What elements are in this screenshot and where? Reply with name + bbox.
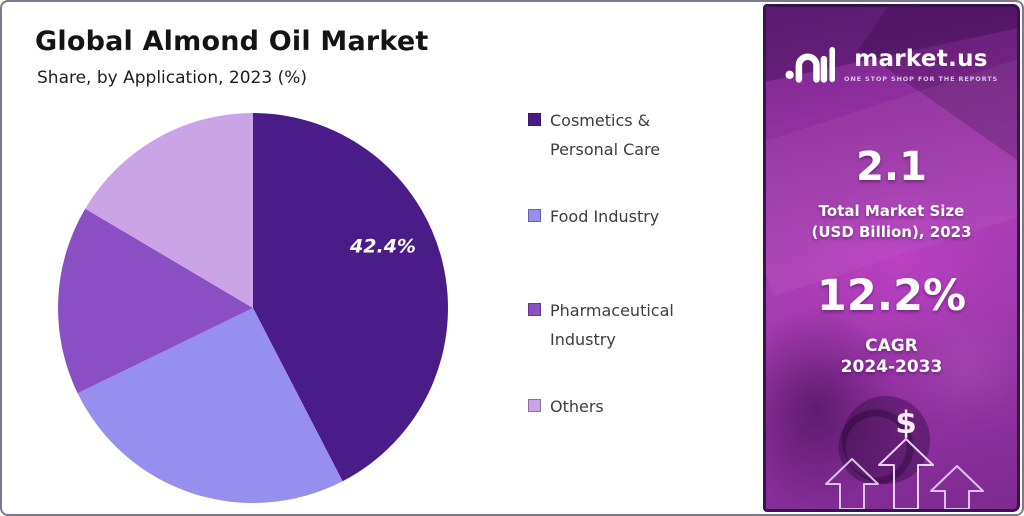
pie-slice-2[interactable]: [58, 208, 253, 394]
brand-tagline: ONE STOP SHOP FOR THE REPORTS: [843, 75, 999, 83]
cagr-period: 2024-2033: [840, 357, 943, 378]
marketus-logo-icon: [785, 47, 835, 83]
pie-slice-3[interactable]: [85, 113, 253, 308]
legend: Cosmetics & Personal Care Food Industry …: [528, 107, 708, 437]
legend-item-food[interactable]: Food Industry: [528, 203, 690, 232]
chart-subtitle: Share, by Application, 2023 (%): [37, 68, 307, 88]
market-size-label-line1: Total Market Size: [818, 202, 965, 220]
growth-arrows-icon: $: [825, 396, 984, 509]
pie-slice-0[interactable]: [253, 113, 449, 482]
legend-swatch-food: [528, 209, 541, 222]
legend-swatch-cosmetics: [528, 113, 541, 126]
legend-label: Cosmetics & Personal Care: [550, 111, 661, 159]
pie-slice-label: 42.4%: [349, 236, 416, 258]
cagr-value: 12.2%: [816, 271, 967, 321]
brand-name: market.us: [854, 46, 988, 72]
legend-swatch-pharma: [528, 303, 541, 316]
market-size-value: 2.1: [856, 144, 927, 190]
legend-label: Pharmaceutical Industry: [550, 301, 674, 349]
brand-sidebar: market.us ONE STOP SHOP FOR THE REPORTS …: [763, 4, 1020, 512]
legend-label: Food Industry: [550, 207, 660, 226]
pie-slice-1[interactable]: [77, 308, 343, 504]
cagr-label-line1: CAGR: [865, 336, 918, 356]
market-size-label-line2: (USD Billion), 2023: [811, 223, 972, 241]
legend-item-cosmetics[interactable]: Cosmetics & Personal Care: [528, 107, 690, 165]
brand-logo[interactable]: market.us ONE STOP SHOP FOR THE REPORTS: [785, 37, 998, 83]
legend-item-others[interactable]: Others: [528, 393, 690, 422]
legend-label: Others: [550, 397, 604, 416]
market-size-label: Total Market Size (USD Billion), 2023: [811, 201, 971, 243]
legend-item-pharma[interactable]: Pharmaceutical Industry: [528, 297, 690, 355]
page-title: Global Almond Oil Market: [35, 26, 429, 57]
cagr-label: CAGR 2024-2033: [841, 336, 943, 379]
dollar-icon: $: [895, 405, 917, 441]
pie-chart[interactable]: 42.4%: [57, 112, 449, 504]
legend-swatch-others: [528, 399, 541, 412]
